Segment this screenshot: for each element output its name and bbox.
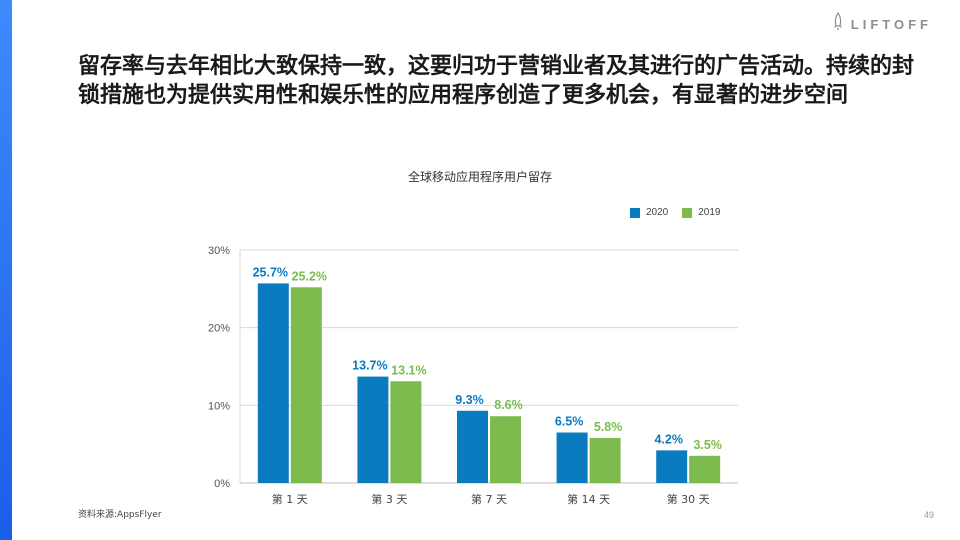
data-label-2020: 6.5% (555, 415, 584, 429)
bar-2020 (257, 283, 289, 483)
data-label-2020: 13.7% (352, 359, 387, 373)
data-label-2019: 13.1% (391, 363, 426, 377)
data-label-2019: 8.6% (494, 398, 523, 412)
chart-title: 全球移动应用程序用户留存 (407, 170, 552, 184)
bar-2019 (390, 381, 422, 483)
bar-2019 (689, 455, 721, 483)
data-label-2020: 9.3% (455, 393, 484, 407)
y-tick-label: 0% (214, 478, 230, 490)
legend-swatch-2019 (682, 207, 693, 218)
x-tick-label: 第 7 天 (471, 492, 507, 506)
y-tick-label: 30% (208, 245, 230, 257)
legend-label-2019: 2019 (698, 207, 721, 218)
legend-item-2020: 2020 (630, 207, 668, 218)
source-note: 资料来源:AppsFlyer (78, 510, 162, 520)
x-tick-label: 第 14 天 (567, 492, 610, 506)
page-number: 49 (923, 510, 934, 520)
brand-logo: LIFTOFF (833, 11, 932, 37)
legend-label-2020: 2020 (646, 207, 669, 218)
bar-2019 (589, 437, 621, 483)
brand-name: LIFTOFF (850, 16, 932, 32)
data-label-2019: 5.8% (594, 420, 623, 434)
x-tick-label: 第 1 天 (272, 492, 308, 506)
bar-2020 (656, 450, 688, 483)
y-tick-label: 20% (208, 323, 230, 335)
bar-2020 (457, 410, 488, 483)
bar-2019 (290, 287, 322, 483)
bar-2020 (357, 376, 389, 483)
accent-bar (0, 0, 12, 540)
x-tick-label: 第 3 天 (371, 492, 407, 506)
chart-legend: 2020 2019 (630, 207, 735, 218)
bar-2020 (556, 432, 588, 483)
data-label-2020: 4.2% (654, 432, 683, 446)
bar-2019 (490, 416, 521, 483)
rocket-icon (833, 11, 843, 37)
x-tick-label: 第 30 天 (667, 492, 710, 506)
data-label-2020: 25.7% (253, 265, 288, 279)
data-label-2019: 25.2% (292, 269, 327, 283)
data-label-2019: 3.5% (693, 438, 722, 452)
page-headline: 留存率与去年相比大致保持一致，这要归功于营销业者及其进行的广告活动。持续的封锁措… (78, 54, 915, 108)
legend-swatch-2020 (630, 207, 640, 218)
legend-item-2019: 2019 (682, 207, 721, 218)
y-tick-label: 10% (208, 400, 230, 412)
